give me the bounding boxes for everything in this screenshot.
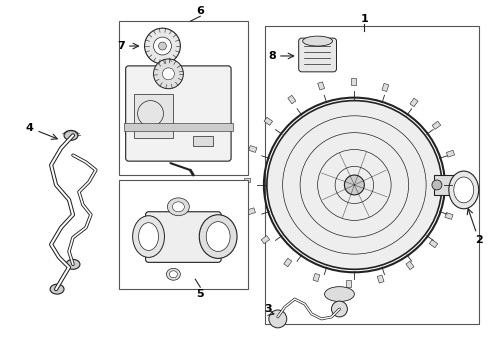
Ellipse shape (344, 175, 365, 195)
Text: 3: 3 (264, 304, 271, 314)
Bar (119, 21, 248, 175)
Ellipse shape (449, 171, 479, 209)
Text: 5: 5 (196, 289, 204, 299)
Text: 6: 6 (196, 6, 204, 16)
Ellipse shape (170, 271, 177, 278)
Ellipse shape (66, 260, 80, 269)
Circle shape (153, 59, 183, 89)
Ellipse shape (206, 222, 230, 251)
Ellipse shape (454, 177, 474, 203)
Bar (288, 95, 296, 104)
Ellipse shape (133, 216, 165, 257)
Bar (244, 177, 250, 183)
Bar (382, 84, 389, 91)
Ellipse shape (168, 198, 189, 216)
Ellipse shape (139, 223, 158, 251)
Ellipse shape (432, 180, 442, 190)
Text: 8: 8 (268, 51, 276, 61)
Bar (123, 123, 233, 131)
Bar (429, 240, 438, 248)
Circle shape (269, 310, 287, 328)
Bar (410, 98, 418, 107)
Text: 1: 1 (361, 14, 368, 24)
Ellipse shape (324, 287, 354, 302)
Ellipse shape (172, 202, 184, 212)
Ellipse shape (50, 284, 64, 294)
Bar (318, 82, 324, 90)
Bar (193, 136, 213, 146)
Bar (265, 26, 479, 324)
Circle shape (332, 301, 347, 317)
Bar (377, 275, 384, 283)
Bar (249, 145, 257, 152)
FancyBboxPatch shape (146, 212, 221, 262)
Ellipse shape (199, 215, 237, 258)
Bar (351, 78, 356, 85)
Bar (134, 94, 173, 138)
Bar (445, 212, 453, 219)
Bar (346, 280, 351, 287)
Bar (264, 117, 272, 125)
Ellipse shape (303, 36, 333, 46)
Bar (119, 180, 248, 289)
Bar (451, 183, 458, 188)
Bar (313, 274, 320, 282)
Bar (247, 208, 255, 215)
Bar (446, 150, 455, 157)
Circle shape (163, 68, 174, 80)
Bar (432, 121, 441, 129)
Circle shape (153, 37, 172, 55)
Circle shape (145, 28, 180, 64)
Bar (406, 261, 414, 270)
Ellipse shape (267, 100, 442, 269)
Text: 7: 7 (117, 41, 124, 51)
FancyBboxPatch shape (299, 38, 337, 72)
Ellipse shape (167, 268, 180, 280)
FancyBboxPatch shape (125, 66, 231, 161)
Text: 4: 4 (25, 123, 33, 134)
Circle shape (158, 42, 167, 50)
Bar (284, 258, 292, 267)
Text: 2: 2 (475, 234, 483, 244)
Bar (261, 236, 270, 244)
Bar (434, 175, 456, 195)
Ellipse shape (64, 130, 78, 140)
